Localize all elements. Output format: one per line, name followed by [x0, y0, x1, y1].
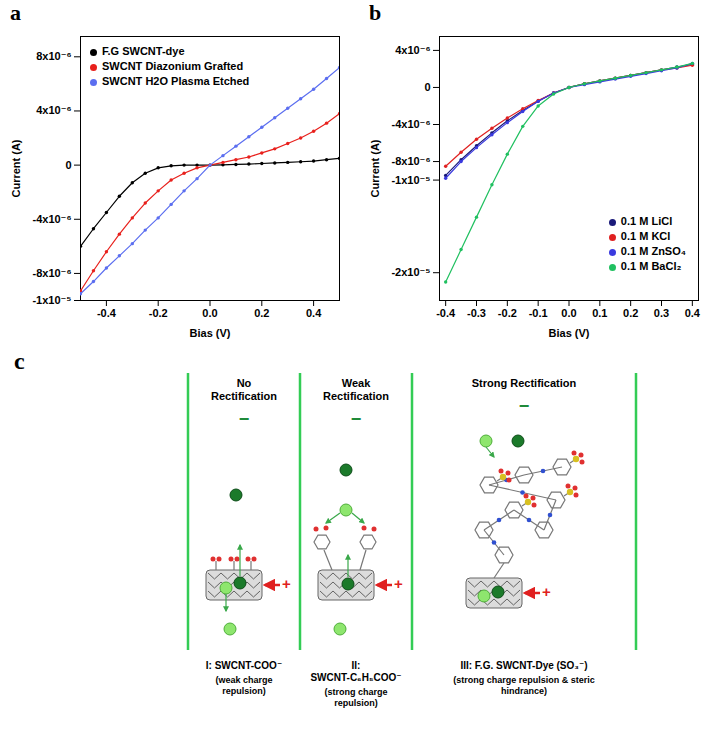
svg-text:NoRectification: NoRectification [211, 377, 277, 402]
svg-text:(weak chargerepulsion): (weak chargerepulsion) [215, 675, 272, 696]
svg-text:Current (A): Current (A) [369, 139, 381, 197]
svg-text:III: F.G. SWCNT-Dye (SO₃⁻): III: F.G. SWCNT-Dye (SO₃⁻) [460, 660, 587, 671]
svg-text:Strong Rectification: Strong Rectification [472, 377, 577, 389]
svg-text:-0.3: -0.3 [467, 307, 486, 319]
svg-text:−: − [351, 409, 362, 429]
svg-text:-4x10⁻⁶: -4x10⁻⁶ [32, 213, 71, 225]
svg-text:0: 0 [424, 81, 430, 93]
svg-text:0.4: 0.4 [685, 307, 701, 319]
svg-text:4x10⁻⁶: 4x10⁻⁶ [36, 104, 71, 116]
svg-text:0: 0 [65, 159, 71, 171]
html-text:0.1 M ZnSO₄: 0.1 M ZnSO₄ [620, 245, 686, 257]
svg-text:0.4: 0.4 [306, 307, 322, 319]
svg-text:Bias (V): Bias (V) [549, 327, 590, 339]
svg-text:Current (A): Current (A) [10, 139, 22, 197]
svg-text:0.2: 0.2 [623, 307, 638, 319]
svg-text:-0.2: -0.2 [149, 307, 168, 319]
svg-text:-1x10⁻⁵: -1x10⁻⁵ [391, 174, 430, 186]
html-text:0.1 M BaCl₂: 0.1 M BaCl₂ [620, 260, 682, 272]
svg-text:c: c [14, 348, 25, 374]
svg-text:-0.4: -0.4 [436, 307, 456, 319]
svg-text:(strong charge repulsion & ste: (strong charge repulsion & sterichindran… [453, 675, 595, 696]
svg-text:8x10⁻⁶: 8x10⁻⁶ [36, 50, 71, 62]
html-text:0.1 M LiCl: 0.1 M LiCl [620, 215, 673, 227]
svg-text:-0.4: -0.4 [97, 307, 117, 319]
svg-text:-8x10⁻⁶: -8x10⁻⁶ [32, 267, 71, 279]
svg-text:0.2: 0.2 [254, 307, 269, 319]
svg-text:−: − [239, 409, 250, 429]
html-text:a: a [10, 0, 21, 25]
svg-text:-1x10⁻⁵: -1x10⁻⁵ [32, 294, 71, 306]
svg-text:(strong chargerepulsion): (strong chargerepulsion) [324, 687, 387, 708]
svg-text:0.0: 0.0 [202, 307, 217, 319]
svg-text:0.1: 0.1 [592, 307, 607, 319]
svg-text:-0.2: -0.2 [498, 307, 517, 319]
html-text:SWCNT Diazonium Grafted: SWCNT Diazonium Grafted [102, 60, 244, 72]
svg-text:4x10⁻⁶: 4x10⁻⁶ [395, 44, 430, 56]
svg-text:-4x10⁻⁶: -4x10⁻⁶ [391, 118, 430, 130]
html-text:b: b [369, 0, 382, 25]
svg-text:−: − [519, 396, 530, 416]
svg-text:-0.1: -0.1 [529, 307, 548, 319]
svg-text:+: + [542, 583, 551, 600]
svg-text:0.0: 0.0 [561, 307, 576, 319]
svg-text:-2x10⁻⁵: -2x10⁻⁵ [391, 266, 430, 278]
svg-text:Bias (V): Bias (V) [190, 327, 231, 339]
svg-text:0.3: 0.3 [654, 307, 669, 319]
svg-text:WeakRectification: WeakRectification [323, 377, 389, 402]
svg-text:I: SWCNT-COO⁻: I: SWCNT-COO⁻ [206, 660, 282, 671]
svg-text:+: + [394, 575, 403, 592]
svg-text:+: + [282, 575, 291, 592]
html-text:F.G SWCNT-dye: F.G SWCNT-dye [102, 45, 185, 57]
svg-text:II:SWCNT-C₆H₅COO⁻: II:SWCNT-C₆H₅COO⁻ [310, 660, 401, 683]
html-text:0.1 M KCl: 0.1 M KCl [620, 230, 671, 242]
html-text:SWCNT H2O Plasma Etched: SWCNT H2O Plasma Etched [102, 75, 250, 87]
svg-text:-8x10⁻⁶: -8x10⁻⁶ [391, 155, 430, 167]
